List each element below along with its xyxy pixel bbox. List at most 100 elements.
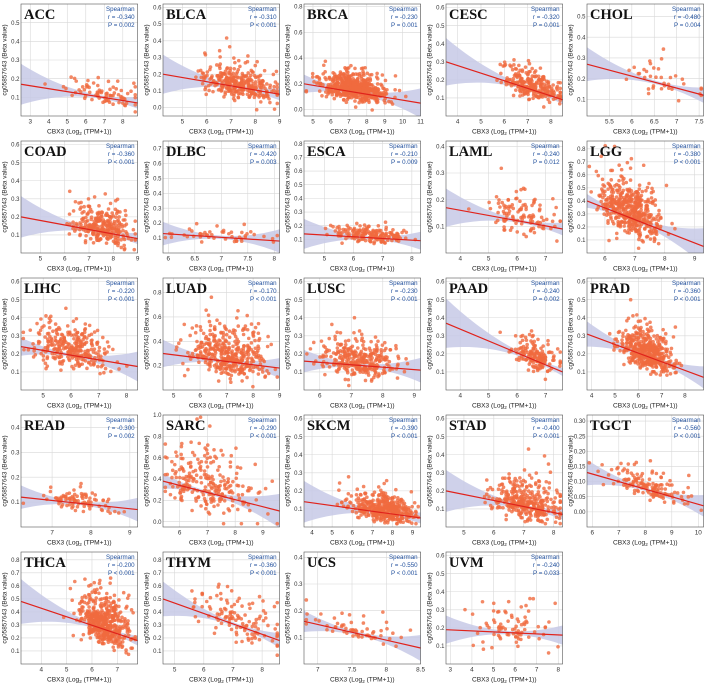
y-tick-label: 0.2	[11, 352, 20, 358]
data-point	[79, 200, 83, 205]
data-point	[349, 63, 353, 68]
data-point	[633, 335, 638, 340]
data-point	[230, 504, 235, 508]
x-tick-label: 10	[399, 118, 407, 125]
x-tick-label: 4	[458, 255, 462, 262]
data-point	[195, 457, 200, 462]
data-point	[325, 349, 330, 354]
plot-area	[445, 141, 563, 253]
data-point	[47, 320, 51, 325]
data-point	[59, 368, 63, 372]
x-axis-label: CBX3 (Log2 (TPM+1))	[613, 402, 678, 410]
data-point	[96, 212, 100, 217]
data-point	[494, 78, 499, 83]
data-point	[599, 199, 604, 204]
panel-sarc: 6 7 8 9 0.0 0.2 0.4 0.6 0.8 1.0 SARC Spearman r = -0…	[143, 412, 283, 547]
data-point	[665, 347, 670, 352]
data-point	[365, 82, 370, 86]
data-point	[377, 485, 381, 489]
x-tick-label: 6.5	[190, 255, 199, 262]
data-point	[204, 92, 208, 97]
data-point	[218, 349, 223, 353]
data-point	[526, 368, 531, 372]
data-point	[391, 227, 395, 232]
cancer-label: LUAD	[166, 281, 207, 297]
data-point	[251, 232, 256, 237]
data-point	[206, 313, 210, 317]
data-point	[124, 101, 129, 106]
data-point	[519, 77, 523, 81]
method-label: Spearman	[531, 143, 560, 150]
data-point	[649, 74, 653, 79]
data-point	[603, 143, 608, 148]
p-value: P = 0.009	[391, 159, 418, 166]
data-point	[634, 341, 638, 346]
data-point	[83, 322, 88, 326]
data-point	[645, 350, 650, 354]
data-point	[270, 479, 274, 483]
data-point	[236, 58, 241, 63]
data-point	[532, 70, 537, 75]
data-point	[609, 178, 614, 182]
data-point	[237, 496, 241, 501]
data-point	[646, 327, 650, 332]
y-axis-label: cg05857643 (Beta value)	[568, 24, 575, 95]
data-point	[53, 335, 58, 340]
data-point	[114, 240, 119, 245]
data-point	[115, 197, 120, 202]
data-point	[189, 508, 194, 513]
data-point	[48, 334, 52, 339]
data-point	[527, 332, 532, 337]
data-point	[66, 355, 70, 359]
r-value: r = -0.360	[108, 151, 135, 158]
data-point	[119, 245, 124, 250]
data-point	[53, 338, 58, 343]
regression-line	[587, 200, 704, 248]
data-point	[384, 234, 388, 238]
data-point	[378, 358, 382, 363]
data-point	[221, 71, 225, 76]
data-point	[75, 337, 80, 342]
data-point	[646, 213, 651, 218]
data-point	[404, 357, 409, 361]
x-tick-label: 9	[411, 529, 415, 536]
data-point	[240, 328, 245, 333]
data-point	[511, 215, 515, 220]
data-point	[633, 354, 637, 359]
data-point	[133, 92, 138, 97]
data-point	[61, 339, 66, 344]
data-point	[362, 484, 366, 489]
data-point	[636, 358, 640, 363]
data-point	[320, 93, 324, 98]
data-point	[179, 494, 183, 499]
data-point	[502, 63, 507, 68]
data-point	[133, 232, 138, 236]
data-point	[65, 221, 69, 226]
data-point	[362, 73, 366, 77]
method-label: Spearman	[531, 6, 560, 13]
data-point	[97, 349, 101, 353]
data-point	[256, 367, 261, 372]
data-point	[215, 365, 220, 369]
data-point	[114, 227, 118, 231]
data-point	[89, 217, 94, 222]
data-point	[340, 230, 344, 235]
data-point	[520, 338, 525, 343]
data-point	[95, 226, 100, 231]
x-tick-label: 6	[515, 255, 519, 262]
data-point	[536, 224, 541, 229]
data-point	[350, 368, 355, 372]
data-point	[67, 331, 72, 336]
x-tick-label: 6	[69, 392, 73, 399]
plot-frame	[20, 277, 138, 391]
data-point	[52, 347, 56, 352]
data-point	[507, 350, 511, 354]
panel-coad: 5 6 7 8 9 0.1 0.2 0.3 0.4 0.5 0.6 COAD Spearman r = -…	[1, 138, 141, 273]
data-point	[635, 190, 640, 195]
y-tick-label: 0.4	[11, 179, 20, 185]
data-point	[275, 85, 279, 90]
data-point	[537, 78, 542, 83]
p-value: P = 0.002	[108, 22, 135, 29]
